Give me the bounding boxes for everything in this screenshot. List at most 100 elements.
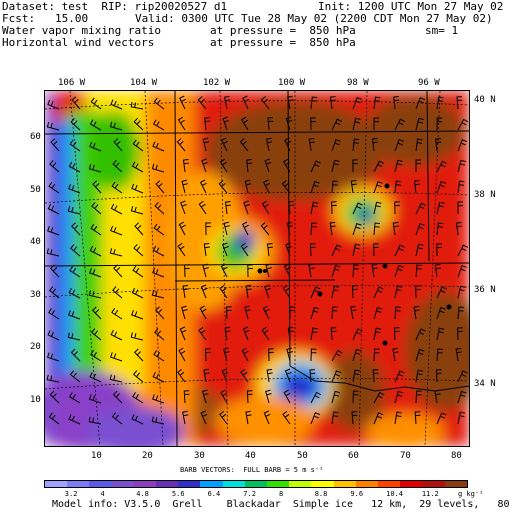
wind-barb bbox=[132, 265, 144, 278]
wind-barb bbox=[285, 116, 293, 131]
wind-barb bbox=[179, 326, 187, 341]
wind-barb bbox=[110, 99, 123, 110]
colorbar-label: 10.4 bbox=[386, 490, 403, 498]
wind-barb bbox=[219, 411, 228, 425]
wind-barb bbox=[329, 96, 336, 110]
colorbar-swatch bbox=[400, 481, 423, 487]
wind-barb bbox=[265, 263, 272, 278]
wind-barb bbox=[202, 263, 209, 278]
wind-barb bbox=[414, 411, 421, 425]
wind-barb bbox=[111, 181, 123, 194]
wind-barb bbox=[286, 221, 294, 236]
wind-barb bbox=[373, 181, 383, 194]
wind-barb bbox=[242, 326, 250, 341]
wind-barb bbox=[67, 332, 81, 341]
wind-barb bbox=[283, 263, 291, 278]
wind-barb bbox=[46, 121, 60, 131]
wind-barb bbox=[373, 96, 381, 110]
wind-barb bbox=[393, 327, 400, 341]
wind-barb bbox=[110, 329, 123, 341]
lat-label-40n: 40 N bbox=[474, 95, 496, 105]
wind-barb bbox=[436, 117, 443, 131]
wind-barb bbox=[351, 285, 358, 299]
mixing-ratio-colorbar bbox=[44, 480, 468, 488]
wind-barb bbox=[198, 326, 207, 341]
colorbar-swatch bbox=[378, 481, 401, 487]
colorbar-label: 7.2 bbox=[243, 490, 256, 498]
wind-barb bbox=[436, 306, 446, 320]
wind-barb bbox=[203, 368, 210, 383]
wind-barb bbox=[131, 310, 144, 320]
wind-barb bbox=[219, 158, 228, 173]
wind-barb bbox=[351, 411, 358, 425]
wind-barb bbox=[308, 137, 315, 152]
wind-barb bbox=[394, 390, 404, 404]
x-tick-80: 80 bbox=[451, 451, 462, 461]
wind-barb bbox=[152, 119, 165, 131]
wind-barb bbox=[70, 348, 81, 362]
wind-barb bbox=[282, 158, 291, 173]
wind-barb bbox=[264, 158, 272, 173]
wind-barb bbox=[246, 390, 253, 404]
y-tick-60: 60 bbox=[30, 132, 41, 142]
wind-barb bbox=[151, 290, 165, 299]
colorbar-label: 4 bbox=[100, 490, 105, 498]
wind-barb bbox=[394, 118, 406, 131]
wind-barbs bbox=[46, 95, 469, 425]
wind-barb bbox=[152, 371, 165, 383]
wind-barb bbox=[331, 411, 339, 425]
wind-barb bbox=[415, 223, 425, 236]
init-time: Init: 1200 UTC Mon 27 May 02 bbox=[318, 0, 504, 13]
wind-barb bbox=[111, 412, 123, 425]
wind-barb bbox=[373, 201, 382, 215]
wind-barb bbox=[283, 389, 291, 404]
wind-barb bbox=[352, 222, 362, 236]
x-tick-70: 70 bbox=[400, 451, 411, 461]
wind-barb bbox=[152, 141, 165, 152]
wind-barb bbox=[350, 305, 357, 320]
wind-barb bbox=[68, 414, 81, 425]
wind-barb bbox=[373, 412, 384, 425]
wind-barb bbox=[240, 116, 249, 131]
wind-barb bbox=[310, 306, 320, 320]
wind-barb bbox=[88, 163, 102, 173]
wind-barb bbox=[434, 263, 441, 278]
wind-barb bbox=[69, 266, 81, 278]
wind-barb bbox=[154, 201, 165, 215]
wind-barb bbox=[310, 327, 318, 341]
wind-barb bbox=[284, 368, 292, 383]
wind-barb bbox=[152, 267, 165, 278]
wind-barb bbox=[394, 159, 403, 173]
graticule bbox=[45, 91, 469, 446]
wind-barb bbox=[243, 200, 250, 215]
wind-barb bbox=[49, 390, 60, 404]
wind-barb bbox=[244, 305, 251, 320]
y-tick-30: 30 bbox=[30, 290, 41, 300]
colorbar-swatch bbox=[45, 481, 68, 487]
wind-barb bbox=[394, 411, 402, 425]
wind-barb bbox=[226, 306, 232, 320]
x-tick-40: 40 bbox=[245, 451, 256, 461]
wind-barb bbox=[183, 390, 190, 404]
wind-barb bbox=[352, 138, 360, 152]
wind-barb bbox=[331, 118, 343, 131]
wind-barb bbox=[268, 348, 274, 362]
wind-barb bbox=[330, 327, 337, 341]
wind-barb bbox=[220, 263, 228, 278]
wind-barb bbox=[457, 244, 469, 257]
wind-barb bbox=[371, 263, 378, 278]
wind-barb bbox=[435, 369, 442, 383]
dataset-label: Dataset: test RIP: rip20020527 d1 bbox=[2, 0, 228, 13]
wind-barb bbox=[109, 374, 123, 383]
colorbar-swatch bbox=[178, 481, 201, 487]
wind-barb bbox=[91, 306, 102, 320]
wind-barb bbox=[69, 392, 81, 404]
wind-barb bbox=[350, 179, 357, 194]
wind-barb bbox=[46, 248, 60, 257]
wind-barb bbox=[373, 306, 383, 320]
wind-barb bbox=[264, 284, 271, 299]
wind-barb bbox=[240, 368, 249, 383]
wind-barb bbox=[331, 139, 341, 152]
wind-barb bbox=[47, 330, 60, 341]
wind-barb bbox=[130, 205, 144, 215]
